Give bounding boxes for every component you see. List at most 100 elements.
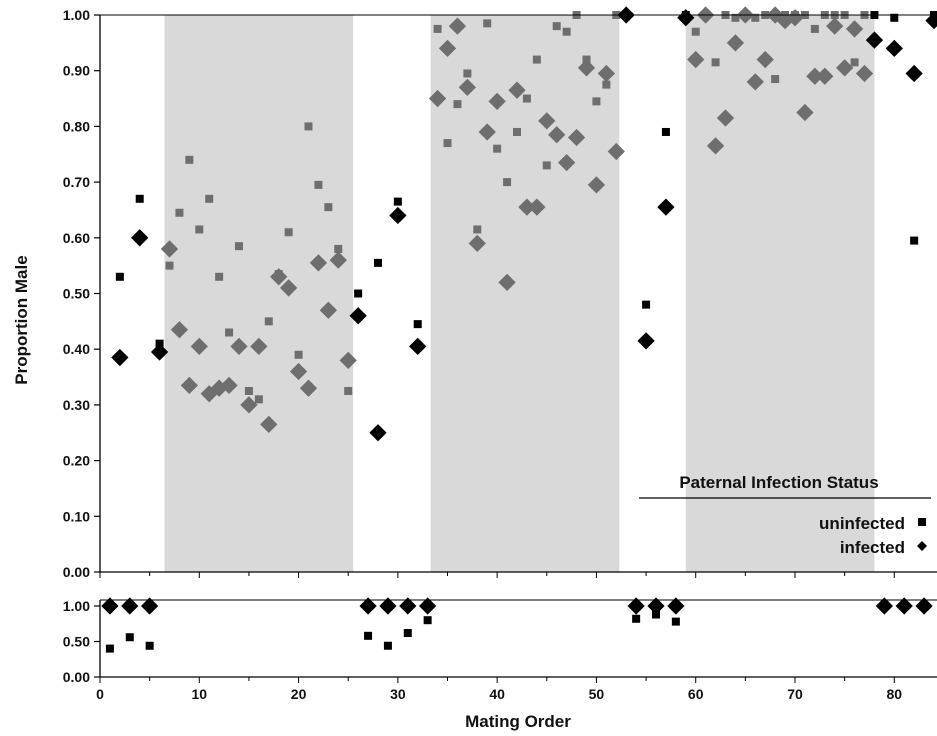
data-point-infected bbox=[270, 268, 288, 286]
data-point-uninfected bbox=[453, 100, 462, 109]
data-point-infected bbox=[865, 31, 884, 49]
data-point-uninfected bbox=[235, 242, 243, 251]
data-point-uninfected bbox=[731, 13, 740, 22]
data-point-uninfected bbox=[115, 272, 124, 281]
data-point-infected bbox=[627, 597, 645, 615]
data-point-infected bbox=[379, 597, 397, 615]
data-point-uninfected bbox=[433, 24, 442, 33]
x-ticks-bottom: 0 10 20 30 40 50 60 70 80 bbox=[96, 677, 902, 702]
data-point-uninfected bbox=[175, 208, 184, 217]
data-point-uninfected bbox=[592, 97, 601, 106]
data-point-uninfected bbox=[284, 228, 293, 237]
data-point-uninfected bbox=[661, 127, 670, 136]
y-tick-label: 0.30 bbox=[63, 397, 90, 413]
data-point-infected bbox=[121, 597, 139, 615]
x-tick-label: 30 bbox=[390, 686, 406, 702]
data-point-infected bbox=[528, 198, 546, 216]
data-point-infected bbox=[836, 59, 854, 77]
y-tick-label: 0.10 bbox=[63, 508, 90, 524]
y-tick-label: 0.70 bbox=[63, 174, 90, 190]
data-point-infected bbox=[101, 597, 119, 615]
data-point-infected bbox=[637, 332, 655, 350]
data-point-infected bbox=[170, 321, 189, 339]
data-point-infected bbox=[359, 597, 377, 615]
data-point-uninfected bbox=[711, 58, 720, 67]
data-point-uninfected bbox=[334, 244, 343, 253]
data-point-uninfected bbox=[691, 27, 700, 36]
data-point-uninfected bbox=[602, 80, 611, 89]
data-point-infected bbox=[131, 229, 149, 247]
data-point-infected bbox=[369, 424, 387, 442]
x-tick-label: 60 bbox=[688, 686, 704, 702]
data-point-uninfected bbox=[632, 614, 641, 623]
data-point-uninfected bbox=[562, 27, 571, 36]
data-point-uninfected bbox=[542, 161, 551, 170]
data-point-uninfected bbox=[751, 13, 760, 22]
legend-label-infected: infected bbox=[840, 538, 905, 557]
y-ticks-top: 0.00 0.10 0.20 0.30 0.40 0.50 0.60 0.70 0.80 0.90… bbox=[63, 7, 100, 580]
data-point-infected bbox=[399, 597, 417, 615]
shaded-region bbox=[685, 15, 875, 572]
data-point-infected bbox=[806, 67, 824, 85]
data-point-uninfected bbox=[314, 180, 323, 189]
legend-square-marker bbox=[918, 518, 926, 526]
data-point-uninfected bbox=[135, 194, 144, 203]
y-tick-label: 0.80 bbox=[63, 118, 90, 134]
data-point-infected bbox=[438, 39, 457, 58]
data-point-uninfected bbox=[225, 328, 234, 337]
x-tick-label: 0 bbox=[96, 686, 104, 702]
data-point-infected bbox=[220, 376, 238, 395]
data-point-infected bbox=[875, 597, 893, 615]
data-point-uninfected bbox=[552, 22, 561, 31]
data-point-infected bbox=[518, 198, 536, 216]
data-point-infected bbox=[826, 17, 844, 35]
data-point-uninfected bbox=[264, 317, 273, 326]
data-point-infected bbox=[558, 153, 576, 172]
data-point-infected bbox=[141, 597, 159, 615]
data-point-uninfected bbox=[463, 69, 472, 78]
y-axis-title: Proportion Male bbox=[12, 255, 31, 384]
data-point-infected bbox=[210, 379, 228, 397]
data-point-uninfected bbox=[254, 395, 263, 404]
data-point-infected bbox=[260, 415, 278, 434]
y-tick-label: 0.00 bbox=[63, 669, 90, 685]
data-points-bottom bbox=[101, 597, 933, 653]
legend-diamond-marker bbox=[917, 541, 927, 551]
data-point-infected bbox=[339, 351, 357, 369]
data-point-uninfected bbox=[413, 320, 422, 329]
legend-label-uninfected: uninfected bbox=[819, 514, 905, 533]
shaded-region bbox=[164, 15, 354, 572]
data-point-infected bbox=[925, 11, 937, 30]
data-point-infected bbox=[419, 597, 437, 615]
data-point-infected bbox=[289, 362, 308, 381]
data-point-uninfected bbox=[810, 24, 819, 33]
x-tick-label: 20 bbox=[291, 686, 307, 702]
data-point-infected bbox=[508, 81, 526, 99]
data-point-infected bbox=[538, 112, 556, 130]
data-point-uninfected bbox=[294, 350, 303, 359]
y-tick-label: 0.50 bbox=[63, 634, 90, 650]
data-point-infected bbox=[855, 64, 874, 83]
data-point-infected bbox=[657, 198, 675, 216]
x-ticks-top bbox=[99, 572, 895, 578]
data-point-infected bbox=[816, 67, 834, 85]
data-point-infected bbox=[597, 64, 615, 83]
data-point-infected bbox=[240, 396, 258, 414]
data-point-uninfected bbox=[890, 13, 899, 22]
y-tick-label: 0.60 bbox=[63, 230, 90, 246]
data-point-uninfected bbox=[324, 203, 333, 212]
data-point-infected bbox=[667, 597, 685, 615]
data-point-infected bbox=[448, 17, 467, 35]
top-panel: 0.00 0.10 0.20 0.30 0.40 0.50 0.60 0.70 0.80 0.90… bbox=[12, 6, 937, 580]
data-point-uninfected bbox=[304, 122, 313, 131]
data-point-uninfected bbox=[503, 178, 512, 187]
data-point-uninfected bbox=[443, 139, 452, 148]
data-point-uninfected bbox=[473, 225, 482, 234]
y-tick-label: 0.20 bbox=[63, 453, 90, 469]
data-point-infected bbox=[478, 123, 496, 141]
data-point-infected bbox=[716, 109, 735, 127]
data-point-uninfected bbox=[671, 617, 680, 626]
data-point-uninfected bbox=[910, 236, 919, 245]
data-point-uninfected bbox=[423, 616, 432, 625]
